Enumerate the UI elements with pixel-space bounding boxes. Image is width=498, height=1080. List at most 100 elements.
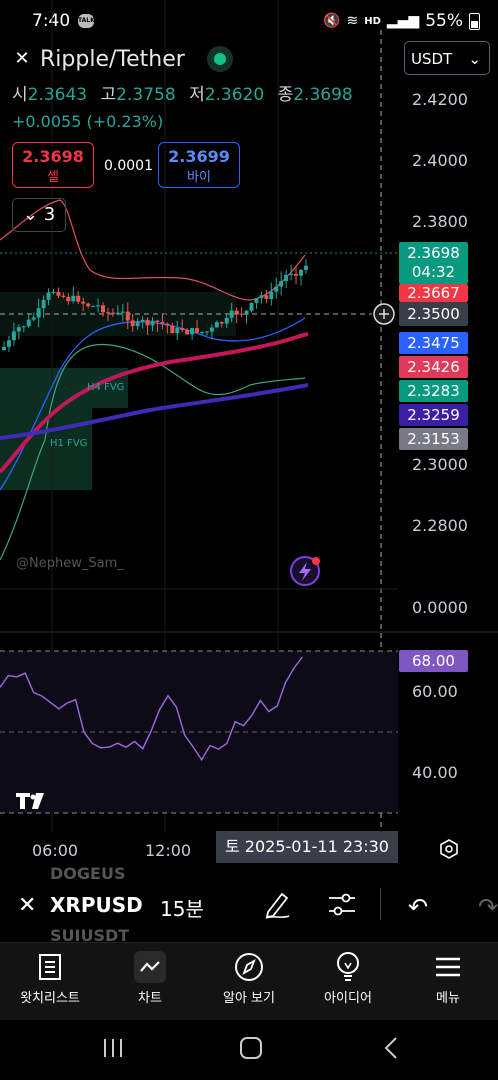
rsi-line: [0, 656, 303, 762]
undo-icon[interactable]: ↶: [408, 893, 429, 921]
redo-icon[interactable]: ↷: [478, 893, 498, 921]
close-icon[interactable]: ✕: [14, 48, 30, 69]
candle-body: [224, 317, 229, 324]
back-icon[interactable]: [383, 1036, 399, 1064]
drawing-tools-icon[interactable]: [262, 888, 292, 920]
candle-body: [155, 320, 160, 323]
candle-body: [303, 265, 308, 270]
candle-body: [91, 306, 96, 308]
candle-body: [66, 296, 71, 302]
chevron-down-icon: ⌄: [22, 204, 38, 225]
nav-chart[interactable]: 차트: [100, 943, 200, 1021]
indicator-count: 3: [43, 204, 56, 225]
market-status-icon[interactable]: [206, 46, 233, 72]
sell-button[interactable]: 2.3698 셀: [12, 142, 94, 188]
candle-body: [31, 317, 36, 320]
nav-ideas[interactable]: 아이디어: [298, 943, 398, 1021]
bollinger-lower-tag: 2.3283: [399, 380, 468, 402]
chart-canvas[interactable]: H4 FVG H1 FVG @Nephew_Sam_: [0, 0, 498, 872]
lightbulb-icon: [332, 951, 364, 983]
candle-body: [101, 305, 105, 313]
close-symbol-icon[interactable]: ✕: [18, 893, 37, 918]
home-icon[interactable]: [239, 1036, 263, 1064]
candle-body: [41, 299, 46, 309]
buy-button[interactable]: 2.3699 바이: [158, 142, 240, 188]
chart-settings-icon[interactable]: [438, 838, 460, 860]
mute-icon: 🔇: [323, 13, 341, 29]
toolbar-divider: [380, 888, 381, 920]
nav-label: 왓치리스트: [20, 991, 80, 1006]
watchlist-icon: [34, 951, 66, 983]
candle-body: [289, 273, 294, 275]
candle-body: [294, 273, 299, 276]
battery-text: 55%: [425, 11, 463, 31]
price-axis-label: 2.3000: [412, 455, 468, 474]
candle-body: [120, 311, 125, 313]
indicators-icon[interactable]: [327, 891, 357, 919]
compass-icon: [233, 951, 265, 983]
h4-fvg-zone: [0, 368, 128, 408]
status-time: 7:40: [32, 11, 71, 31]
low-label: 저: [189, 85, 205, 105]
indicator-toggle-button[interactable]: ⌄ 3: [12, 198, 66, 232]
fvg-label-h4: H4 FVG: [87, 382, 124, 393]
candlesticks: [2, 259, 308, 352]
candle-body: [135, 321, 140, 327]
nav-watchlist[interactable]: 왓치리스트: [0, 943, 100, 1021]
candle-body: [46, 292, 51, 300]
price-change: +0.0055 (+0.23%): [12, 112, 164, 131]
nav-label: 메뉴: [436, 991, 460, 1006]
bottom-navigation: 왓치리스트 차트 알아 보기 아이디어 메뉴: [0, 942, 498, 1021]
candle-body: [160, 322, 165, 324]
nav-menu[interactable]: 메뉴: [398, 943, 498, 1021]
candle-body: [2, 346, 6, 350]
nav-explore[interactable]: 알아 보기: [199, 943, 299, 1021]
buy-price: 2.3699: [168, 147, 230, 166]
crosshair-time-label: 토 2025-01-11 23:30: [216, 831, 398, 863]
candle-body: [185, 329, 190, 335]
candle-body: [190, 328, 195, 335]
price-axis-label: 2.2800: [412, 516, 468, 535]
bollinger-upper: [0, 199, 306, 301]
candle-body: [11, 331, 16, 341]
candle-body: [110, 312, 115, 315]
candle-body: [239, 313, 244, 315]
signal-icon: ▂▄▆: [386, 13, 420, 29]
price-axis-label: 2.3800: [412, 212, 468, 231]
battery-icon: [469, 12, 480, 30]
candle-body: [150, 320, 155, 326]
spread-value: 0.0001: [104, 158, 153, 174]
candle-body: [16, 327, 21, 332]
candle-body: [180, 327, 185, 330]
candle-body: [269, 291, 274, 299]
candle-body: [76, 295, 81, 302]
candle-body: [254, 298, 259, 303]
status-bar: 7:40 TALK 🔇 ≋ HD ▂▄▆ 55%: [0, 0, 498, 44]
last-price-tag: 2.3698 04:32: [399, 242, 468, 284]
candle-body: [56, 291, 61, 296]
currency-select[interactable]: USDT ⌄: [404, 41, 490, 75]
candle-body: [200, 332, 204, 334]
ghost-symbol-bottom: SUIUSDT: [50, 926, 130, 945]
talk-notification-icon: TALK: [78, 14, 95, 28]
candle-body: [299, 269, 303, 276]
symbol-selector[interactable]: XRPUSD: [50, 893, 143, 917]
currency-value: USDT: [411, 50, 453, 68]
nav-label: 알아 보기: [223, 991, 275, 1006]
candle-body: [170, 325, 175, 334]
ma-blue: [0, 317, 306, 491]
fvg-label-h1: H1 FVG: [50, 438, 87, 449]
recent-apps-icon[interactable]: [102, 1036, 124, 1064]
candle-body: [105, 312, 110, 314]
symbol-title[interactable]: Ripple/Tether: [40, 46, 185, 72]
price-axis-label: 2.4200: [412, 90, 468, 109]
bollinger-lower: [0, 343, 306, 561]
close-value: 2.3698: [293, 85, 353, 105]
ma-pink-tag: 2.3426: [399, 356, 468, 378]
candle-body: [175, 327, 180, 334]
ghost-symbol-top: DOGEUS: [50, 864, 126, 883]
chart-icon: [134, 951, 166, 983]
interval-selector[interactable]: 15분: [160, 897, 204, 921]
candle-body: [36, 308, 41, 318]
candle-body: [96, 305, 101, 307]
